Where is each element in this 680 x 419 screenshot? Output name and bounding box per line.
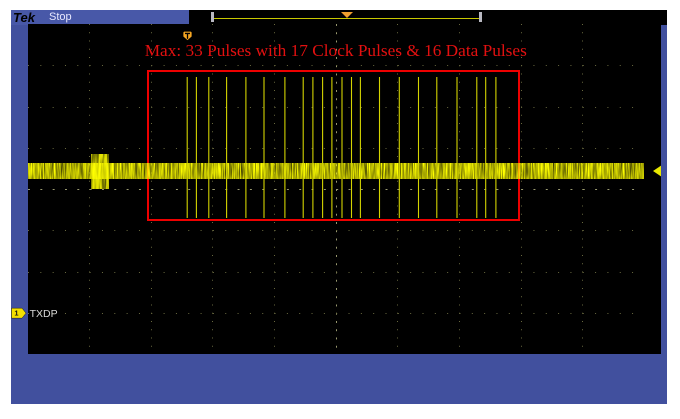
svg-text:1: 1 bbox=[14, 308, 18, 317]
